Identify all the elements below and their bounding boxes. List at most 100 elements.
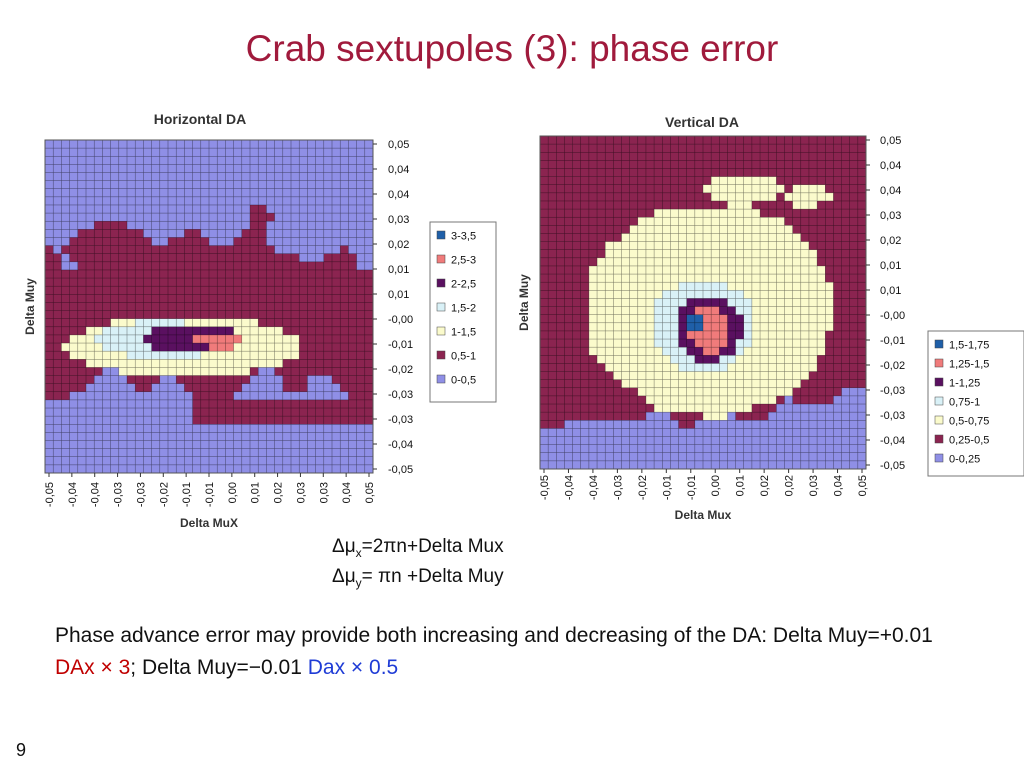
heatmap-cell: [176, 456, 185, 466]
heatmap-cell: [159, 343, 169, 352]
heatmap-cell: [110, 383, 120, 393]
heatmap-cell: [45, 294, 54, 303]
heatmap-cell: [743, 249, 753, 259]
heatmap-cell: [225, 391, 234, 401]
heatmap-cell: [348, 278, 357, 287]
heatmap-cell: [86, 408, 95, 417]
heatmap-cell: [340, 269, 349, 279]
heatmap-cell: [792, 395, 802, 405]
heatmap-cell: [703, 265, 712, 275]
heatmap-cell: [102, 188, 111, 198]
heatmap-cell: [743, 265, 753, 275]
heatmap-cell: [556, 322, 565, 332]
heatmap-cell: [45, 278, 54, 287]
heatmap-cell: [299, 334, 308, 344]
heatmap-cell: [784, 152, 793, 161]
heatmap-cell: [654, 225, 663, 234]
heatmap-cell: [735, 257, 745, 267]
heatmap-cell: [192, 286, 202, 295]
heatmap-cell: [849, 217, 859, 226]
heatmap-cell: [340, 383, 349, 393]
heatmap-cell: [241, 156, 251, 165]
heatmap-cell: [299, 399, 308, 409]
heatmap-cell: [857, 241, 867, 251]
heatmap-cell: [678, 330, 687, 340]
heatmap-cell: [332, 237, 341, 246]
heatmap-cell: [711, 225, 720, 234]
heatmap-cell: [233, 269, 243, 279]
heatmap-cell: [711, 168, 720, 177]
heatmap-cell: [200, 237, 210, 246]
heatmap-cell: [250, 448, 259, 458]
heatmap-cell: [727, 420, 736, 429]
heatmap-cell: [192, 172, 202, 181]
heatmap-cell: [833, 200, 842, 210]
heatmap-cell: [233, 286, 243, 295]
heatmap-cell: [356, 334, 366, 344]
heatmap-cell: [282, 148, 292, 157]
chart-title: Horizontal DA: [154, 111, 247, 127]
heatmap-cell: [751, 249, 761, 259]
heatmap-cell: [817, 192, 826, 202]
heatmap-cell: [637, 249, 647, 259]
heatmap-cell: [332, 221, 341, 230]
heatmap-cell: [841, 176, 850, 186]
heatmap-cell: [233, 391, 243, 401]
heatmap-cell: [266, 302, 275, 311]
heatmap-cell: [825, 209, 834, 218]
heatmap-cell: [282, 196, 292, 206]
heatmap-cell: [315, 334, 325, 344]
heatmap-cell: [315, 375, 325, 384]
heatmap-cell: [307, 253, 316, 263]
heatmap-cell: [760, 330, 769, 340]
heatmap-cell: [176, 343, 185, 352]
heatmap-cell: [743, 412, 753, 421]
heatmap-cell: [233, 164, 243, 173]
heatmap-cell: [274, 408, 284, 417]
heatmap-cell: [621, 241, 630, 251]
heatmap-cell: [250, 416, 259, 425]
heatmap-cell: [703, 420, 712, 429]
heatmap-cell: [69, 399, 79, 409]
heatmap-cell: [168, 245, 177, 255]
heatmap-cell: [540, 428, 549, 437]
heatmap-cell: [711, 444, 720, 454]
heatmap-cell: [792, 306, 802, 315]
heatmap-cell: [168, 456, 177, 466]
heatmap-cell: [751, 404, 761, 413]
heatmap-cell: [637, 444, 647, 454]
heatmap-cell: [719, 404, 728, 413]
heatmap-cell: [127, 464, 136, 474]
heatmap-cell: [662, 363, 671, 372]
heatmap-cell: [719, 192, 728, 202]
heatmap-cell: [597, 282, 606, 291]
heatmap-cell: [711, 192, 720, 202]
heatmap-cell: [258, 286, 267, 295]
heatmap-cell: [200, 416, 210, 425]
heatmap-cell: [192, 343, 202, 352]
heatmap-cell: [800, 428, 810, 437]
heatmap-cell: [694, 241, 704, 251]
heatmap-cell: [556, 168, 565, 177]
heatmap-cell: [192, 383, 202, 393]
heatmap-cell: [564, 184, 573, 194]
heatmap-cell: [233, 383, 243, 393]
heatmap-cell: [588, 168, 598, 177]
heatmap-cell: [159, 245, 169, 255]
heatmap-cell: [637, 420, 647, 429]
heatmap-cell: [315, 399, 325, 409]
heatmap-cell: [825, 404, 834, 413]
heatmap-cell: [760, 404, 769, 413]
heatmap-cell: [548, 428, 557, 437]
heatmap-cell: [678, 436, 687, 445]
heatmap-cell: [629, 339, 639, 348]
heatmap-cell: [209, 391, 218, 401]
heatmap-cell: [250, 456, 259, 466]
heatmap-cell: [250, 188, 259, 198]
heatmap-cell: [678, 339, 687, 348]
heatmap-cell: [356, 351, 366, 360]
heatmap-cell: [168, 164, 177, 173]
heatmap-cell: [662, 330, 671, 340]
heatmap-cell: [540, 144, 549, 153]
heatmap-cell: [645, 404, 655, 413]
